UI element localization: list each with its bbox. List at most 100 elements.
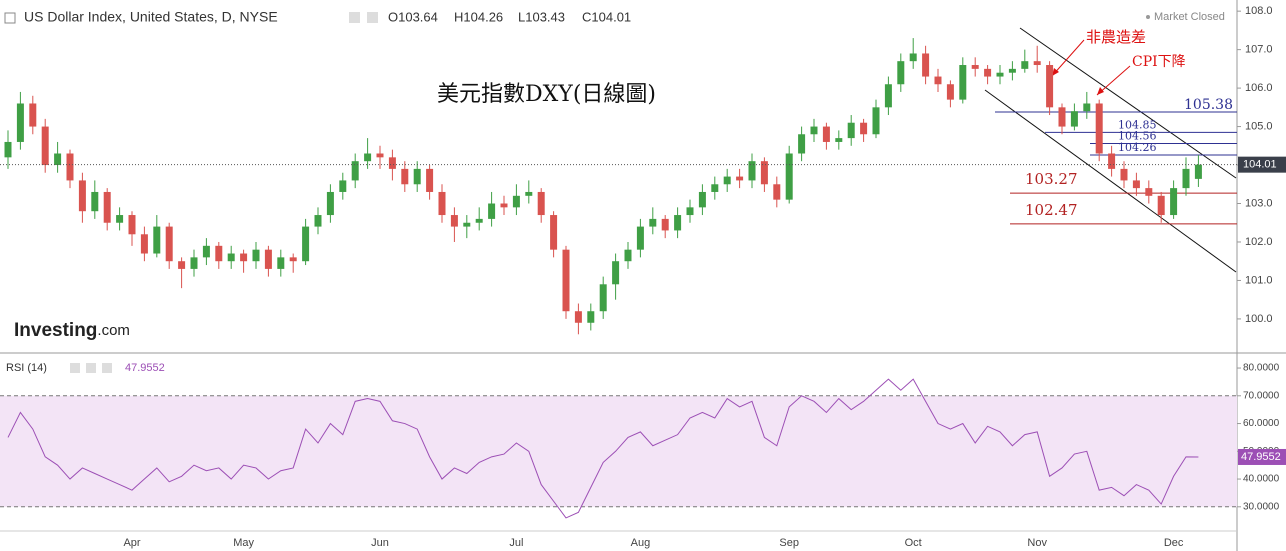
annotations: 非農造差 CPI下降 (1051, 28, 1186, 96)
arrow-head (1052, 68, 1059, 76)
candle-body (798, 134, 806, 154)
candle-body (426, 168, 434, 192)
candle-body (41, 126, 49, 166)
logo-suffix: .com (97, 322, 130, 339)
candle-body (326, 191, 334, 216)
candle-body (711, 184, 719, 192)
x-tick-label: Apr (123, 537, 140, 549)
candle-body (351, 161, 359, 181)
candle-body (488, 203, 496, 219)
candle-body (860, 122, 868, 135)
candle-body (698, 191, 706, 208)
candle-body (897, 61, 905, 85)
ohlc-high: H104.26 (454, 9, 503, 24)
candle-body (959, 65, 967, 100)
channel-upper (1019, 27, 1237, 179)
candle-body (190, 257, 198, 269)
logo-text: Investing.com (14, 320, 130, 341)
candle-body (463, 222, 471, 227)
candle-body (1157, 195, 1165, 216)
candle-body (835, 138, 843, 142)
candle-body (984, 68, 992, 77)
annotation: CPI下降 (1132, 54, 1186, 70)
candle-body (884, 84, 892, 108)
y-tick-label: 30.0000 (1243, 501, 1280, 512)
candle-body (587, 311, 595, 323)
x-tick-label: Oct (905, 537, 922, 549)
candle-body (736, 176, 744, 181)
y-tick-label: 70.0000 (1243, 390, 1280, 401)
candle-body (202, 245, 210, 258)
candle-body (475, 218, 483, 223)
hide-icon[interactable] (367, 12, 378, 23)
candle-body (78, 180, 86, 212)
x-tick-label: May (233, 537, 254, 549)
y-tick-label: 80.0000 (1243, 363, 1280, 374)
candle-body (302, 226, 310, 262)
candle-body (946, 84, 954, 100)
x-tick-label: Jun (371, 537, 389, 549)
candle-body (1083, 103, 1091, 112)
y-tick-label: 108.0 (1245, 5, 1273, 17)
candle-body (4, 141, 12, 158)
rsi-icon[interactable] (70, 363, 80, 373)
candle-body (661, 218, 669, 231)
candle-body (438, 191, 446, 216)
candle-body (599, 284, 607, 312)
y-tick-label: 60.0000 (1243, 418, 1280, 429)
candle-body (922, 53, 930, 77)
symbol: US Dollar Index, United States, D, NYSE (24, 9, 278, 25)
candle-body (1108, 153, 1116, 169)
level-label: 105.38 (1184, 97, 1233, 113)
candle-body (574, 311, 582, 323)
candle-body (314, 215, 322, 227)
logo-main: Investing (14, 320, 97, 341)
candle-body (649, 218, 657, 227)
candle-body (1058, 107, 1066, 127)
candle-body (103, 191, 111, 223)
annotation-arrow (1051, 39, 1085, 77)
candle-body (760, 161, 768, 185)
candle-body (264, 249, 272, 269)
candle-body (500, 203, 508, 208)
rsi-icon[interactable] (102, 363, 112, 373)
candle-body (1132, 180, 1140, 189)
rsi-line (7, 378, 1199, 519)
candle-body (227, 253, 235, 262)
candle-body (1194, 164, 1202, 179)
candle-body (140, 234, 148, 254)
candle-body (1120, 168, 1128, 181)
level-label: 104.56 (1118, 129, 1157, 142)
y-tick-label: 102.0 (1245, 236, 1273, 248)
rsi-value: 47.9552 (125, 362, 165, 374)
candle-body (872, 107, 880, 135)
candle-body (1182, 168, 1190, 189)
level-label: 104.85 (1118, 118, 1157, 131)
candle-body (29, 103, 37, 127)
rsi-legend: RSI (14) 47.9552 (6, 362, 165, 374)
candle-body (91, 191, 99, 212)
last-price-badge (1238, 156, 1286, 173)
candle-body (450, 215, 458, 227)
rsi-badge (1238, 448, 1286, 465)
trend-channel (984, 27, 1237, 273)
x-tick-label: Nov (1027, 537, 1047, 549)
x-tick-label: Jul (509, 537, 523, 549)
candle-body (971, 65, 979, 69)
rsi-icon[interactable] (86, 363, 96, 373)
level-label: 104.26 (1118, 141, 1157, 154)
candle-body (364, 153, 372, 162)
candle-body (909, 53, 917, 62)
candle-body (810, 126, 818, 135)
candle-body (996, 72, 1004, 77)
candle-body (289, 257, 297, 262)
market-status: Market Closed (1154, 11, 1225, 23)
candle-body (116, 215, 124, 223)
candle-body (1033, 61, 1041, 66)
settings-icon[interactable] (349, 12, 360, 23)
collapse-icon[interactable] (4, 12, 16, 24)
candle-body (277, 257, 285, 269)
header: US Dollar Index, United States, D, NYSE … (4, 9, 1225, 25)
candle-body (847, 122, 855, 139)
